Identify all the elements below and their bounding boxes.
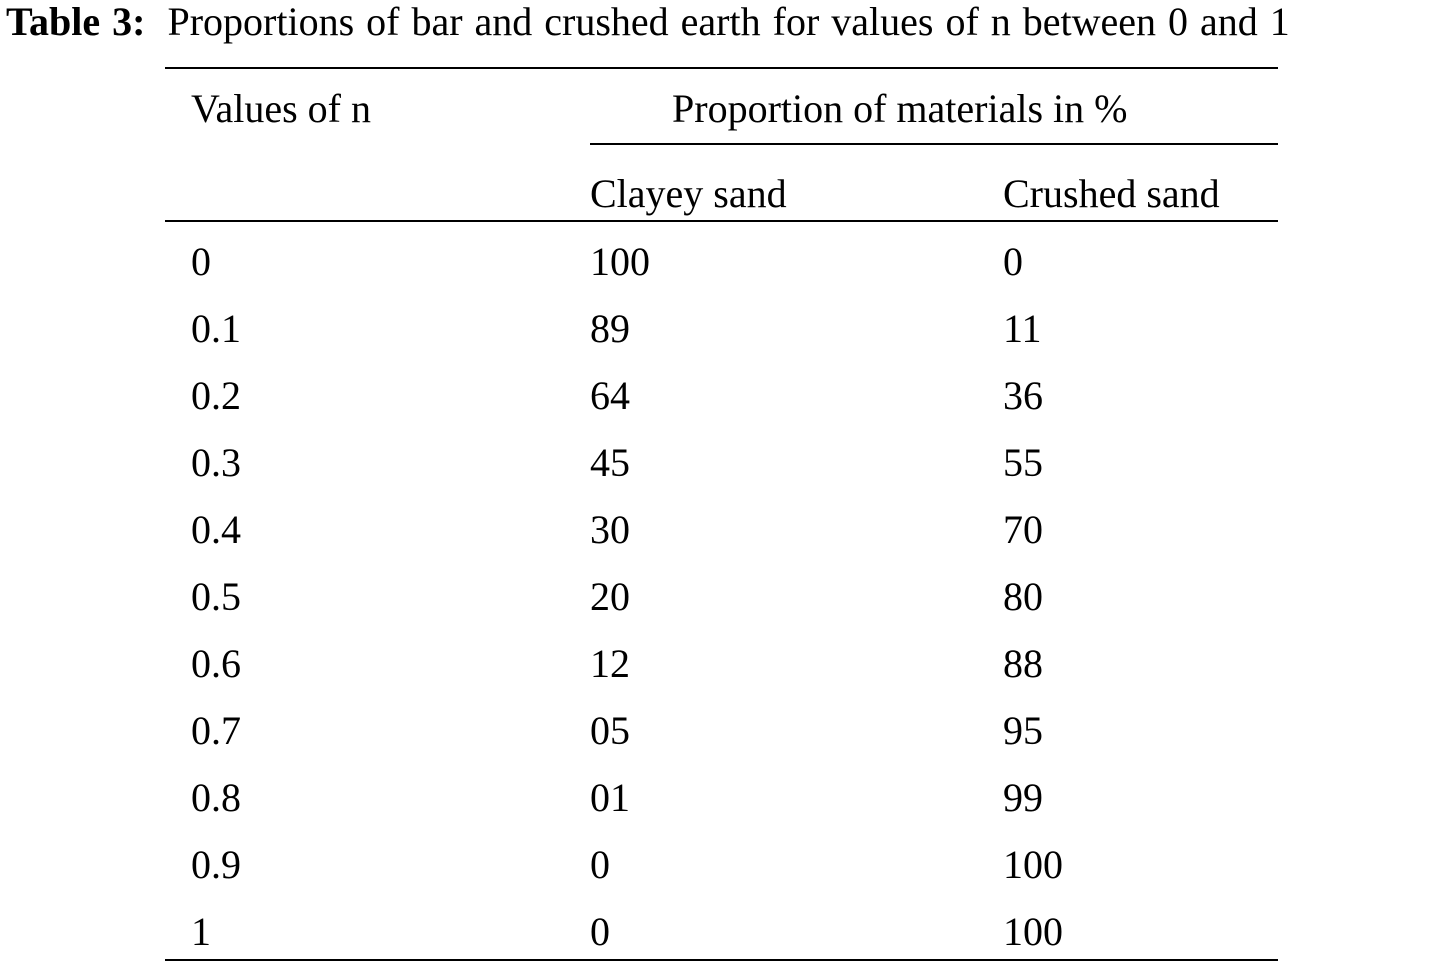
cell-n: 0.8 (191, 775, 241, 820)
header-group-rule (590, 143, 1278, 145)
cell-clayey: 0 (590, 842, 610, 887)
cell-clayey: 05 (590, 708, 630, 753)
header-clayey-sand: Clayey sand (590, 171, 787, 216)
cell-crushed: 36 (1003, 373, 1043, 418)
table-top-rule (165, 67, 1278, 69)
cell-crushed: 100 (1003, 842, 1063, 887)
header-bottom-rule (165, 220, 1278, 222)
cell-crushed: 100 (1003, 909, 1063, 954)
cell-clayey: 100 (590, 239, 650, 284)
cell-clayey: 20 (590, 574, 630, 619)
cell-n: 1 (191, 909, 211, 954)
table-caption: Table 3: Proportions of bar and crushed e… (6, 0, 1450, 44)
header-values-of-n: Values of n (191, 86, 371, 131)
cell-crushed: 55 (1003, 440, 1043, 485)
cell-crushed: 80 (1003, 574, 1043, 619)
cell-n: 0.3 (191, 440, 241, 485)
cell-clayey: 12 (590, 641, 630, 686)
cell-crushed: 0 (1003, 239, 1023, 284)
cell-n: 0 (191, 239, 211, 284)
table-caption-text: Proportions of bar and crushed earth for… (167, 0, 1290, 44)
header-crushed-sand: Crushed sand (1003, 171, 1220, 216)
cell-clayey: 64 (590, 373, 630, 418)
cell-clayey: 89 (590, 306, 630, 351)
cell-n: 0.4 (191, 507, 241, 552)
table-caption-label: Table 3: (6, 0, 146, 44)
header-proportion-group: Proportion of materials in % (672, 86, 1128, 131)
cell-clayey: 45 (590, 440, 630, 485)
cell-crushed: 70 (1003, 507, 1043, 552)
cell-crushed: 95 (1003, 708, 1043, 753)
cell-n: 0.2 (191, 373, 241, 418)
cell-crushed: 11 (1003, 306, 1042, 351)
cell-n: 0.7 (191, 708, 241, 753)
cell-crushed: 99 (1003, 775, 1043, 820)
cell-crushed: 88 (1003, 641, 1043, 686)
cell-n: 0.1 (191, 306, 241, 351)
cell-n: 0.5 (191, 574, 241, 619)
cell-clayey: 30 (590, 507, 630, 552)
cell-n: 0.9 (191, 842, 241, 887)
cell-n: 0.6 (191, 641, 241, 686)
table-bottom-rule (165, 959, 1278, 961)
cell-clayey: 0 (590, 909, 610, 954)
cell-clayey: 01 (590, 775, 630, 820)
